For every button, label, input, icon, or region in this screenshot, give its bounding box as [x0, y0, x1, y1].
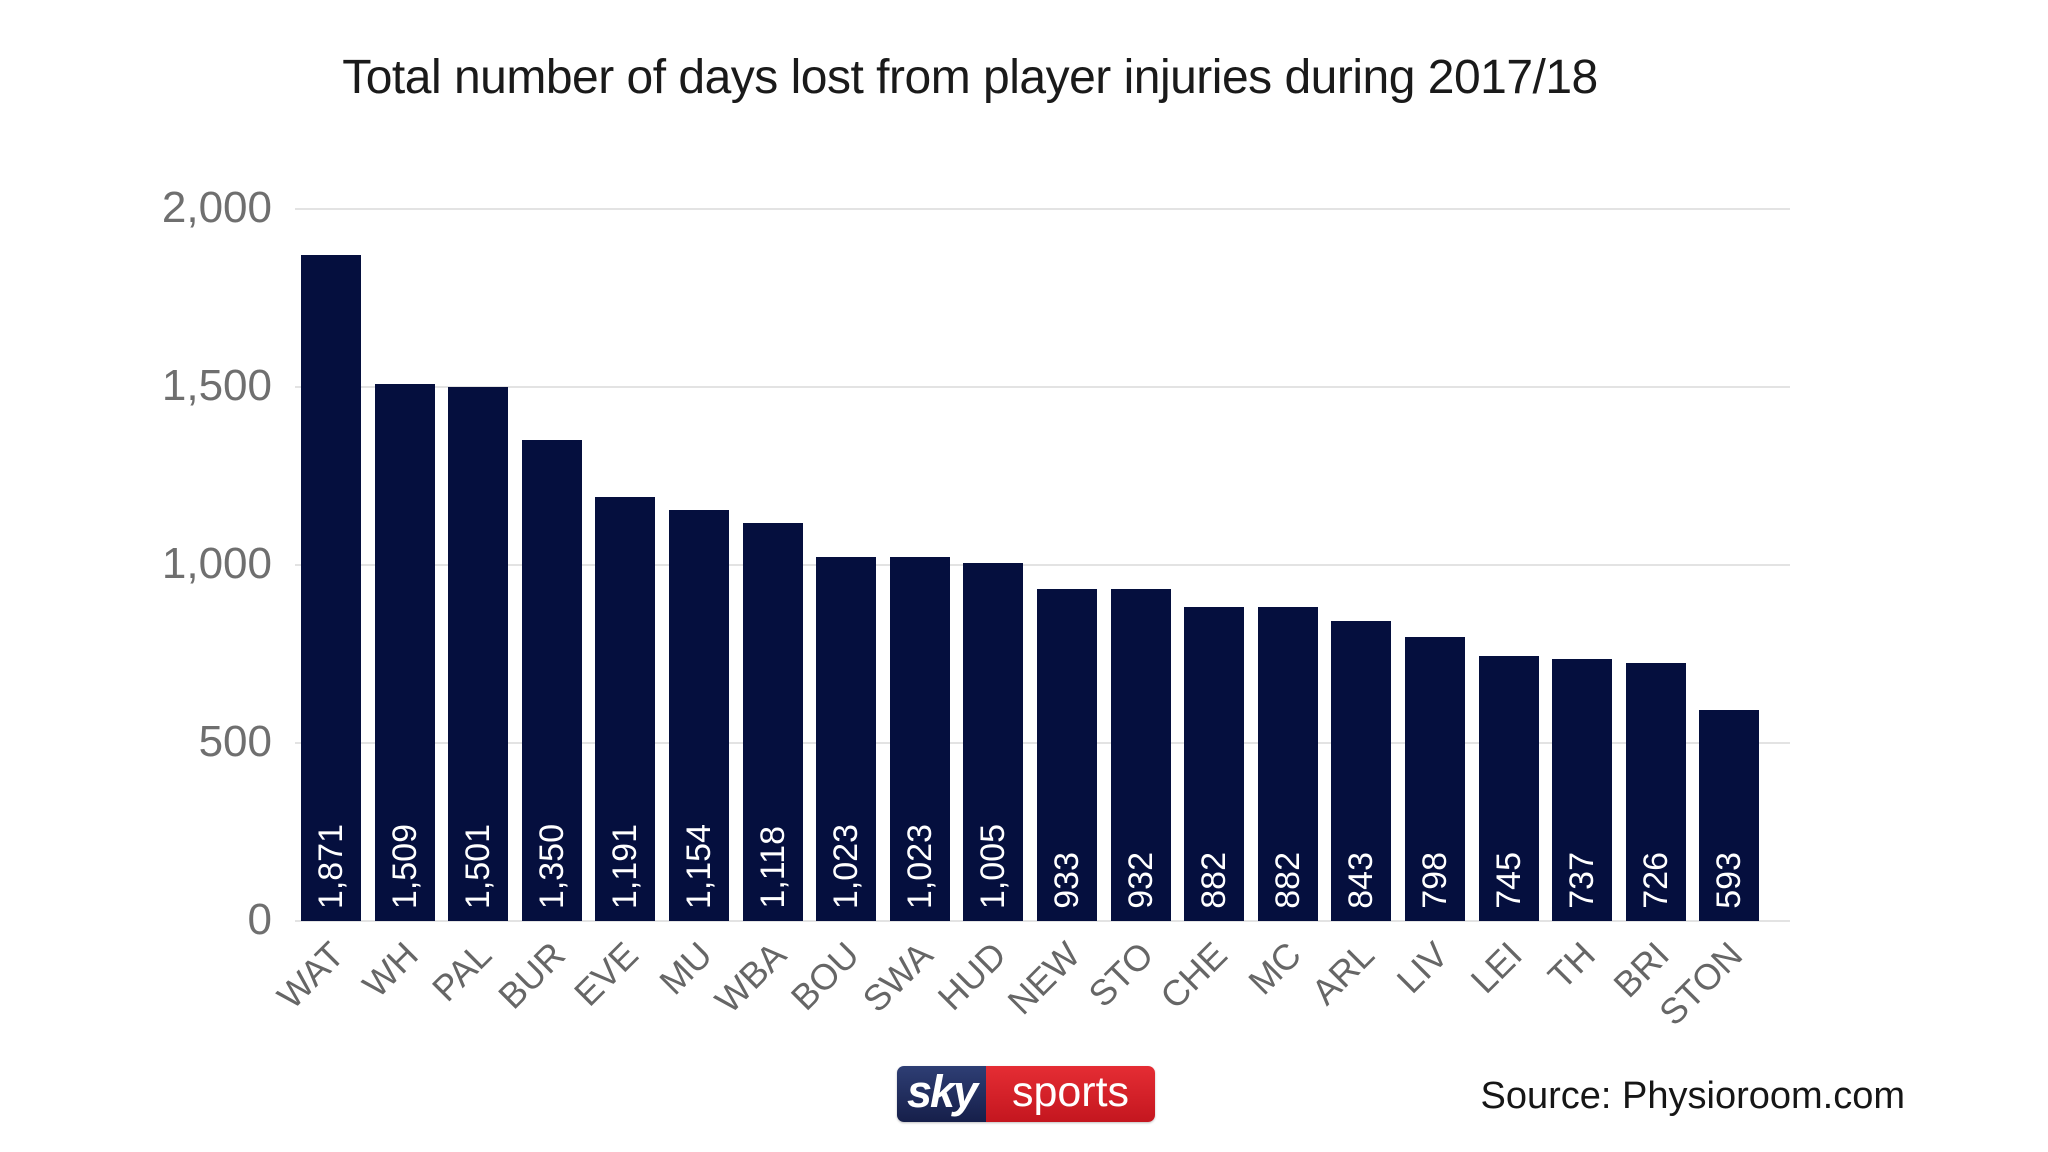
bar: 726 — [1625, 662, 1686, 921]
gridline — [295, 920, 1790, 922]
x-tick-label: STO — [1080, 933, 1162, 1015]
bar-value-label: 593 — [1710, 852, 1749, 909]
bar-value-label: 1,023 — [827, 823, 866, 909]
x-tick-label: HUD — [930, 933, 1015, 1019]
gridline — [295, 564, 1790, 566]
bar: 1,501 — [448, 386, 509, 921]
bar: 1,350 — [521, 440, 582, 921]
x-tick-label: CHE — [1152, 933, 1236, 1017]
sky-sports-logo: sky sports — [897, 1066, 1155, 1122]
gridline — [295, 208, 1790, 210]
plot-area: 1,871 1,509 1,501 1,350 1,191 1,154 1,118 1,023… — [295, 208, 1790, 922]
bar-value-label: 726 — [1636, 852, 1675, 909]
x-tick-label: STON — [1651, 933, 1751, 1034]
bar-value-label: 737 — [1563, 852, 1602, 909]
x-tick-label: ARL — [1303, 933, 1383, 1013]
bar-value-label: 1,154 — [680, 823, 718, 909]
x-tick-label: BOU — [782, 933, 868, 1019]
bar: 933 — [1037, 588, 1097, 921]
y-tick-label: 0 — [247, 895, 272, 944]
bar-value-label: 933 — [1048, 852, 1086, 909]
bar: 882 — [1257, 607, 1318, 921]
bar: 932 — [1110, 589, 1171, 921]
sky-logo-text: sky — [897, 1066, 986, 1122]
bar-value-label: 1,005 — [974, 823, 1013, 909]
bar-value-label: 1,501 — [459, 823, 498, 909]
bar: 1,871 — [301, 254, 361, 921]
bar-value-label: 798 — [1416, 852, 1454, 909]
bar-value-label: 1,118 — [753, 826, 792, 909]
x-tick-label: WAT — [269, 933, 352, 1017]
y-tick-label: 2,000 — [161, 183, 272, 232]
x-tick-label: EVE — [566, 933, 647, 1014]
bar-value-label: 1,509 — [385, 823, 424, 909]
bar: 737 — [1552, 658, 1613, 921]
x-tick-label: LIV — [1388, 933, 1456, 1002]
bar: 745 — [1478, 655, 1539, 921]
bar-value-label: 882 — [1195, 852, 1234, 909]
bar: 1,023 — [889, 556, 950, 921]
x-tick-label: WBA — [706, 933, 794, 1021]
bar: 1,509 — [374, 383, 435, 921]
x-tick-label: WH — [354, 933, 426, 1006]
bar: 1,191 — [595, 497, 656, 921]
bar: 1,005 — [963, 563, 1024, 921]
x-tick-label: MC — [1240, 933, 1309, 1003]
y-tick-label: 500 — [198, 717, 272, 766]
bar-value-label: 1,023 — [900, 823, 939, 909]
bar: 593 — [1699, 709, 1760, 921]
gridline — [295, 386, 1790, 388]
bar-value-label: 1,191 — [606, 823, 645, 909]
x-tick-label: LEI — [1462, 933, 1530, 1002]
bar: 843 — [1331, 620, 1392, 921]
bar-value-label: 745 — [1489, 852, 1528, 909]
bar: 882 — [1184, 607, 1245, 921]
bar-value-label: 1,350 — [532, 823, 571, 909]
bar-value-label: 843 — [1342, 852, 1381, 909]
bar-value-label: 932 — [1121, 852, 1160, 909]
x-tick-label: BUR — [489, 933, 573, 1017]
bar: 1,023 — [816, 556, 877, 921]
x-tick-label: NEW — [999, 933, 1088, 1023]
bar-value-label: 882 — [1268, 852, 1307, 909]
bar: 798 — [1405, 636, 1465, 921]
x-tick-label: TH — [1540, 933, 1604, 997]
y-tick-label: 1,500 — [161, 361, 272, 410]
bar-value-label: 1,871 — [312, 823, 350, 909]
bar: 1,118 — [742, 523, 803, 921]
y-tick-label: 1,000 — [161, 539, 272, 588]
bar: 1,154 — [669, 510, 729, 921]
chart-title: Total number of days lost from player in… — [342, 51, 1598, 104]
sports-logo-text: sports — [986, 1066, 1155, 1122]
source-credit: Source: Physioroom.com — [1480, 1075, 1906, 1117]
x-tick-label: PAL — [423, 933, 500, 1010]
x-tick-label: SWA — [854, 933, 941, 1020]
